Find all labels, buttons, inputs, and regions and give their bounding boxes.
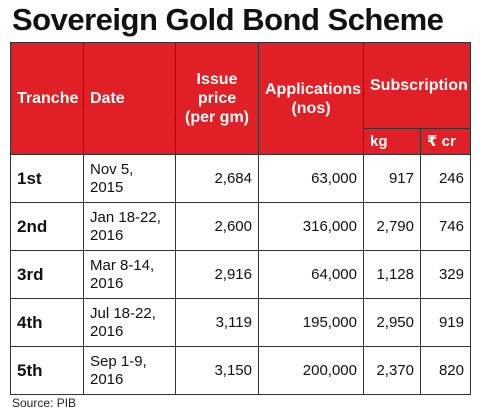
- column-header: Issue price (per gm): [175, 42, 259, 155]
- column-header: Applications (nos): [258, 42, 364, 155]
- applications: 63,000: [258, 154, 364, 203]
- subscription-cr: 919: [420, 298, 471, 347]
- date: Mar 8-14, 2016: [83, 250, 176, 299]
- table-row: 2nd Jan 18-22, 2016 2,600 316,000 2,790 746: [10, 202, 471, 251]
- date: Nov 5, 2015: [83, 154, 176, 203]
- subcolumn-header: kg: [363, 128, 421, 155]
- tranche: 1st: [10, 154, 84, 203]
- column-header: Subscription: [363, 42, 471, 129]
- subscription-cr: 329: [420, 250, 471, 299]
- column-header: Tranche: [10, 42, 84, 155]
- date: Sep 1-9, 2016: [83, 346, 176, 395]
- subscription-kg: 917: [363, 154, 421, 203]
- applications: 64,000: [258, 250, 364, 299]
- subscription-kg: 1,128: [363, 250, 421, 299]
- tranche: 4th: [10, 298, 84, 347]
- issue-price: 2,600: [175, 202, 259, 251]
- subscription-kg: 2,950: [363, 298, 421, 347]
- table-row: 1st Nov 5, 2015 2,684 63,000 917 246: [10, 154, 471, 203]
- bond-table: Tranche Date Issue price (per gm) Applic…: [10, 42, 471, 395]
- applications: 200,000: [258, 346, 364, 395]
- column-header: Date: [83, 42, 176, 155]
- issue-price: 2,684: [175, 154, 259, 203]
- subscription-cr: 820: [420, 346, 471, 395]
- issue-price: 2,916: [175, 250, 259, 299]
- table-row: 3rd Mar 8-14, 2016 2,916 64,000 1,128 329: [10, 250, 471, 299]
- subscription-cr: 246: [420, 154, 471, 203]
- subcolumn-header: ₹ cr: [420, 128, 471, 155]
- subscription-cr: 746: [420, 202, 471, 251]
- issue-price: 3,150: [175, 346, 259, 395]
- subscription-kg: 2,370: [363, 346, 421, 395]
- subscription-kg: 2,790: [363, 202, 421, 251]
- tranche: 5th: [10, 346, 84, 395]
- tranche: 3rd: [10, 250, 84, 299]
- applications: 195,000: [258, 298, 364, 347]
- table-row: 5th Sep 1-9, 2016 3,150 200,000 2,370 820: [10, 346, 471, 395]
- table-row: 4th Jul 18-22, 2016 3,119 195,000 2,950 919: [10, 298, 471, 347]
- source: Source: PIB: [12, 396, 77, 410]
- applications: 316,000: [258, 202, 364, 251]
- date: Jul 18-22, 2016: [83, 298, 176, 347]
- date: Jan 18-22, 2016: [83, 202, 176, 251]
- title: Sovereign Gold Bond Scheme: [12, 2, 444, 37]
- tranche: 2nd: [10, 202, 84, 251]
- issue-price: 3,119: [175, 298, 259, 347]
- table-body: 1st Nov 5, 2015 2,684 63,000 917 246 2nd Jan 18…: [10, 154, 471, 395]
